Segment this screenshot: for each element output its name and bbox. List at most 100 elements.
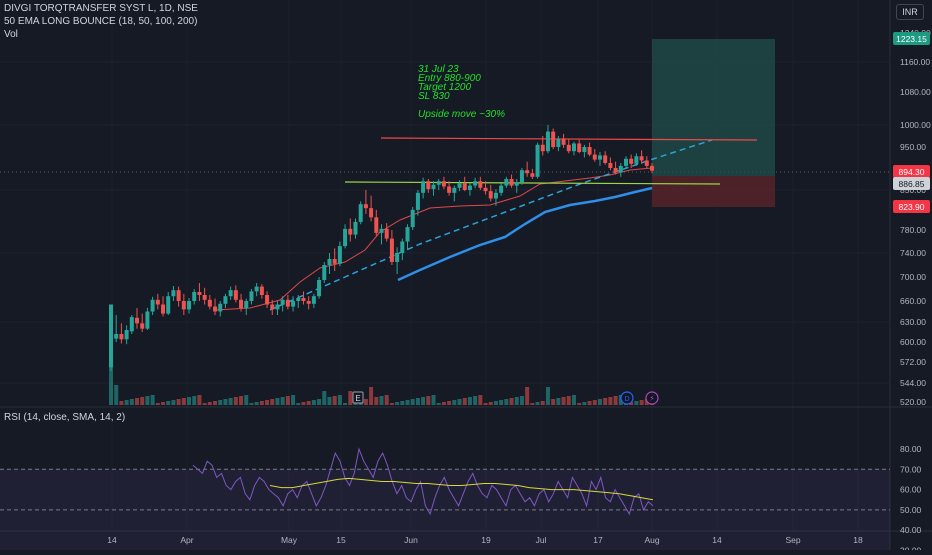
volume-bar [291,395,296,405]
price-label-tag [893,200,930,213]
volume-bar [259,401,264,405]
candle-body [509,179,514,186]
candle-body [280,299,285,305]
rsi-ma-line [269,477,654,501]
volume-bar [145,396,150,405]
trend-line [269,139,713,311]
volume-bar [457,399,462,405]
volume-bar [317,399,322,405]
volume-bar [348,391,353,405]
candle-body [452,187,457,193]
y-tick-label: 1080.00 [900,87,931,97]
candle-body [467,185,472,190]
candle-body [358,204,363,222]
annotation-line: 31 Jul 23 [418,64,459,75]
volume-bar [249,403,254,405]
candle-body [462,183,467,190]
annotation-line: SL 830 [418,91,450,102]
rsi-line [192,447,654,516]
candle-body [233,290,238,300]
price-label-text: 823.90 [899,202,925,212]
volume-label[interactable]: Vol [4,29,18,40]
candle-body [181,301,186,310]
candle-body [171,290,176,297]
candle-body [145,311,150,329]
volume-bar [207,402,212,405]
annotation-line: Entry 880-900 [418,73,481,84]
split-marker-text: ⚡ [649,394,655,403]
volume-bar [535,402,540,405]
candle-body [239,299,244,308]
rsi-label[interactable]: RSI (14, close, SMA, 14, 2) [4,412,126,423]
candle-body [478,181,483,188]
candle-body [374,217,379,233]
support-line [344,181,721,185]
volume-bar [634,401,639,405]
volume-bar [197,395,202,405]
candle-body [265,295,270,305]
volume-bar [166,401,171,405]
rsi-tick-label: 70.00 [900,464,922,474]
volume-bar [192,396,197,405]
volume-bar [327,397,332,405]
earnings-marker [352,391,364,404]
candle-body [441,181,446,187]
candle-body [259,286,264,295]
y-tick-label: 780.00 [900,225,926,235]
volume-bar [577,403,582,405]
volume-bar [181,398,186,405]
candle-body [644,160,649,166]
volume-bar [187,397,192,405]
volume-bar [343,403,348,405]
candle-body [109,304,113,368]
split-marker [645,391,659,405]
x-tick-label: 18 [853,535,863,545]
candle-body [525,170,530,174]
candle-body [114,334,119,339]
volume-bar [202,403,207,405]
volume-bar [322,391,327,405]
volume-bar [452,400,457,405]
currency-button[interactable]: INR [896,4,924,20]
candle-body [431,184,436,190]
candle-body [124,330,129,340]
y-tick-label: 544.00 [900,378,926,388]
candle-body [296,298,301,301]
earnings-marker-text: E [355,394,360,403]
volume-bar [639,400,644,405]
candle-body [254,286,259,292]
candle-body [618,165,623,173]
volume-bar [540,401,545,405]
candle-body [306,301,311,304]
stop-zone [652,176,775,207]
candle-body [202,295,207,300]
candle-body [436,181,441,185]
dividend-marker [620,391,634,405]
candle-body [488,191,493,199]
volume-bar [467,397,472,405]
volume-bar [311,400,316,405]
candle-body [187,301,192,310]
volume-bar [384,395,389,405]
candle-body [363,204,368,209]
symbol-title[interactable]: DIVGI TORQTRANSFER SYST L, 1D, NSE [4,3,198,14]
volume-bar [603,398,608,405]
candle-body [421,181,426,193]
candle-body [545,131,550,152]
volume-bar [556,398,561,405]
volume-bar [265,400,270,405]
trade-annotation: 31 Jul 23 Entry 880-900 Target 1200 SL 8… [418,64,505,120]
resistance-line [380,137,758,141]
candle-body [343,228,348,247]
candle-body [447,186,452,193]
volume-bar [629,402,634,405]
candle-body [551,131,556,147]
volume-bar [332,396,337,405]
candle-body [369,208,374,218]
indicator-label[interactable]: 50 EMA LONG BOUNCE (18, 50, 100, 200) [4,16,198,27]
candle-body [613,168,618,173]
volume-bar [140,397,145,405]
rsi-tick-label: 30.00 [900,546,922,551]
price-label-text: 1223.15 [896,34,927,44]
